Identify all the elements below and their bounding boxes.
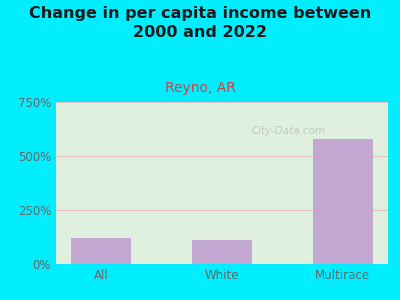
Bar: [71, 238, 132, 264]
Bar: [312, 139, 373, 264]
Text: Change in per capita income between
2000 and 2022: Change in per capita income between 2000…: [29, 6, 371, 40]
Text: City-Data.com: City-Data.com: [251, 126, 326, 136]
Bar: [192, 240, 252, 264]
Text: Reyno, AR: Reyno, AR: [164, 81, 236, 95]
